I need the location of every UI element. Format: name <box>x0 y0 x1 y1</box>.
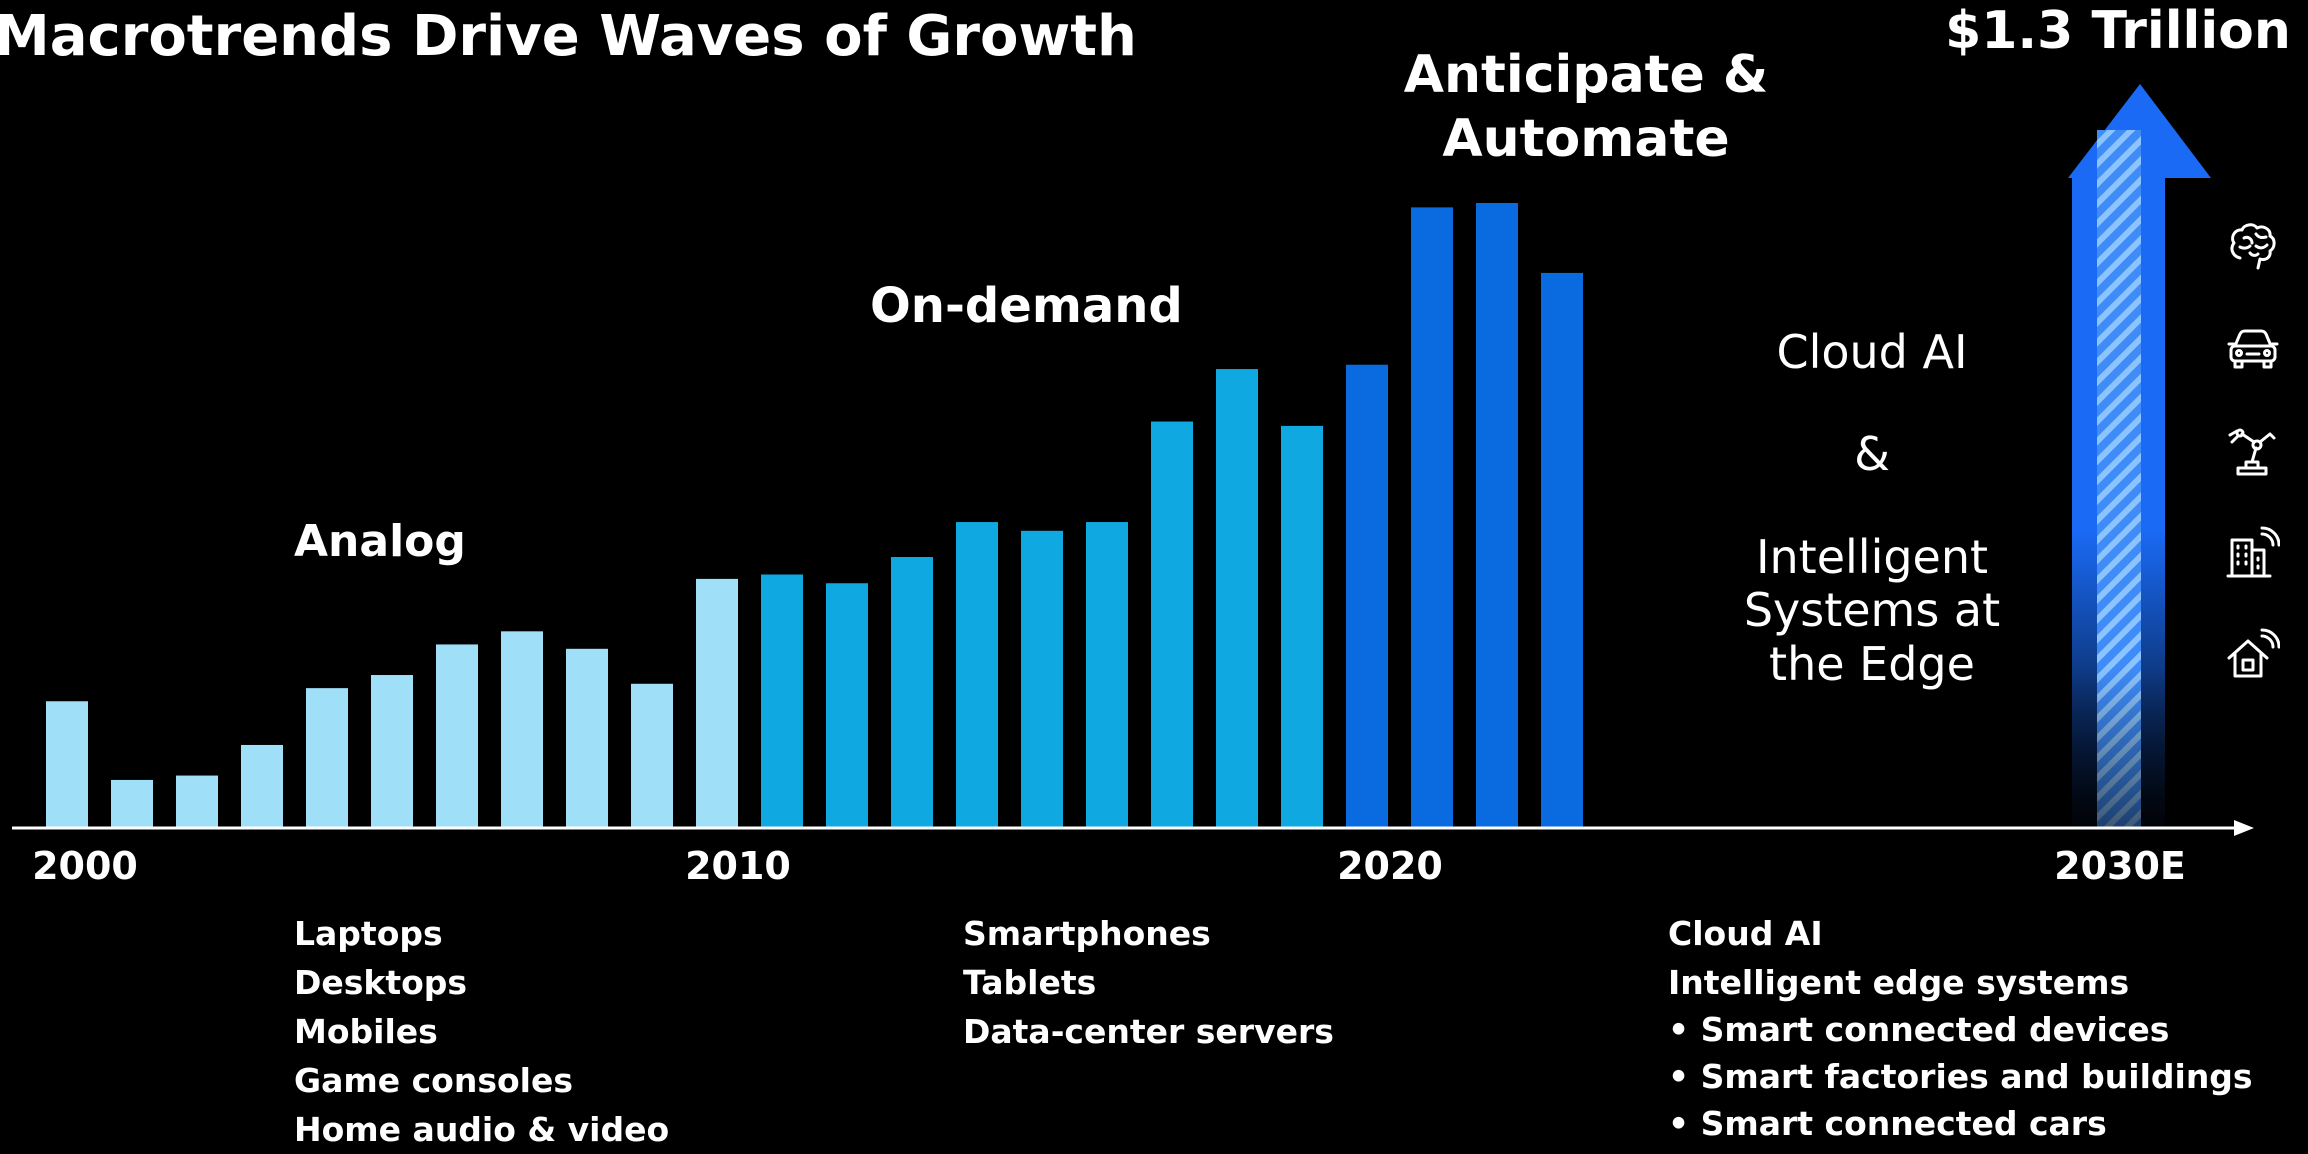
x-tick-label-2020: 2020 <box>1337 844 1443 888</box>
brain-icon <box>2230 223 2276 270</box>
bar-2001 <box>111 779 153 828</box>
ondemand-list-item: Data-center servers <box>963 1012 1334 1051</box>
automate-bullets-list: • Smart connected devices • Smart factori… <box>1668 1006 2253 1147</box>
ondemand-list-item: Smartphones <box>963 914 1211 953</box>
bar-2000 <box>46 701 88 828</box>
smart-building-icon <box>2226 526 2280 578</box>
era-label-automate-1: Anticipate & <box>1404 45 1768 105</box>
bar-2004 <box>306 688 348 828</box>
application-icons <box>2226 220 2280 730</box>
bar-2003 <box>241 744 283 828</box>
analog-list-item: Home audio & video <box>294 1110 670 1149</box>
analog-list-item: Desktops <box>294 963 468 1002</box>
bar-2021 <box>1411 207 1453 829</box>
analog-products-list: Laptops Desktops Mobiles Game consoles Home … <box>294 909 669 1154</box>
bar-group <box>46 203 1583 829</box>
automate-bullet-item: • Smart factories and buildings <box>1668 1057 2253 1096</box>
bar-2005 <box>371 675 413 828</box>
forecast-line-ampersand: & <box>1854 427 1890 481</box>
x-tick-label-2000: 2000 <box>32 844 138 888</box>
bar-2011 <box>761 574 803 828</box>
analog-list-item: Game consoles <box>294 1061 573 1100</box>
bar-2002 <box>176 775 218 828</box>
bar-2006 <box>436 644 478 828</box>
automate-list-item: Intelligent edge systems <box>1668 963 2130 1002</box>
forecast-value-label: $1.3 Trillion <box>1945 1 2291 61</box>
automate-bullet-item: • Smart connected devices <box>1668 1010 2170 1049</box>
analog-list-item: Laptops <box>294 914 443 953</box>
x-axis-arrowhead <box>2234 820 2254 836</box>
bar-2010 <box>696 578 738 828</box>
era-label-ondemand: On-demand <box>870 278 1183 334</box>
smart-home-icon <box>2227 628 2280 678</box>
forecast-line-systems: Systems at <box>1744 583 2000 637</box>
chart-title: Macrotrends Drive Waves of Growth <box>0 4 1137 69</box>
forecast-line-intelligent: Intelligent <box>1756 530 1988 584</box>
forecast-arrow <box>2068 84 2211 828</box>
era-label-analog: Analog <box>294 516 466 567</box>
automate-products-list: Cloud AI Intelligent edge systems <box>1668 909 2129 1007</box>
bar-2012 <box>826 583 868 828</box>
ondemand-products-list: Smartphones Tablets Data-center servers <box>963 909 1334 1056</box>
bar-2015 <box>1021 530 1063 828</box>
forecast-line-edge: the Edge <box>1769 637 1975 691</box>
bar-2020 <box>1346 364 1388 828</box>
bar-2018 <box>1216 369 1258 828</box>
bar-2022 <box>1476 203 1518 828</box>
x-tick-labels: 2000 2010 2020 2030E <box>32 844 2186 888</box>
car-icon <box>2227 329 2279 369</box>
x-tick-label-2030e: 2030E <box>2054 844 2186 888</box>
bar-2008 <box>566 648 608 828</box>
automate-list-item: Cloud AI <box>1668 914 1823 953</box>
bar-2019 <box>1281 425 1323 828</box>
robot-arm-icon <box>2228 428 2276 476</box>
bar-2017 <box>1151 421 1193 828</box>
forecast-line-cloud-ai: Cloud AI <box>1776 325 1967 379</box>
analog-list-item: Mobiles <box>294 1012 438 1051</box>
ondemand-list-item: Tablets <box>963 963 1097 1002</box>
automate-bullet-item: • Smart connected cars <box>1668 1104 2107 1143</box>
bar-2014 <box>956 522 998 828</box>
bar-2016 <box>1086 522 1128 828</box>
era-label-automate-2: Automate <box>1442 109 1729 169</box>
bar-2007 <box>501 631 543 828</box>
bar-2009 <box>631 683 673 828</box>
x-tick-label-2010: 2010 <box>685 844 791 888</box>
bar-2013 <box>891 557 933 828</box>
bar-2023 <box>1541 272 1583 829</box>
